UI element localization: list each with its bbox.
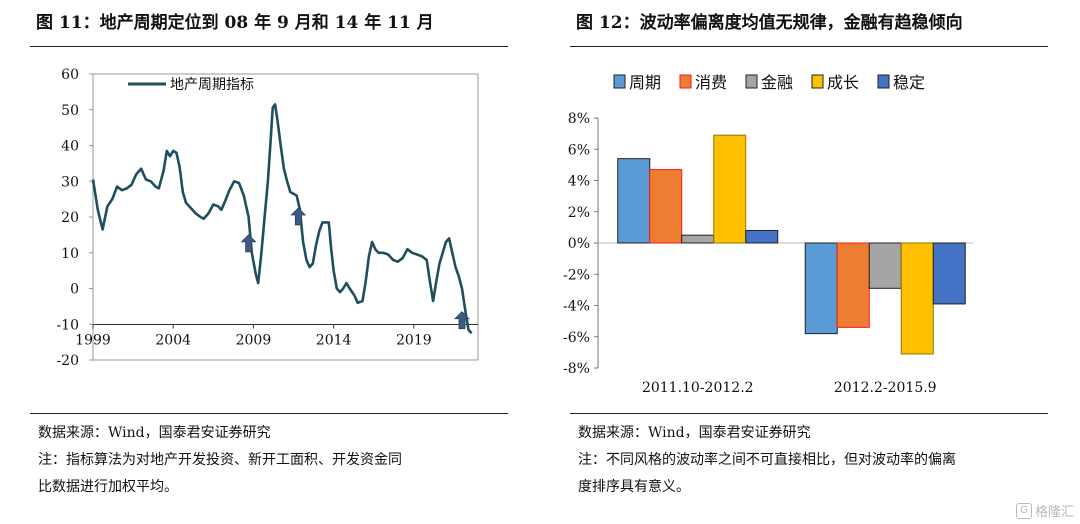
y-tick-label: 2% [568, 205, 590, 221]
up-arrow-icon [453, 311, 470, 330]
bar [649, 169, 683, 244]
line-chart: 60 50 40 30 20 10 0 -10 -20 1999 2004 2009 2014 2019 地… [56, 67, 479, 369]
category-label: 2011.10-2012.2 [642, 380, 754, 396]
figure-12-note-line-2: 度排序具有意义。 [578, 479, 690, 495]
figure-12-notes: 数据来源：Wind，国泰君安证券研究 注：不同风格的波动率之间不可直接相比，但对… [578, 420, 1048, 501]
figure-11-note-line-2: 比数据进行加权平均。 [38, 479, 178, 495]
watermark-text: 格隆汇 [1034, 505, 1074, 520]
y-tick-label: 10 [61, 246, 79, 262]
figure-12-source: 数据来源：Wind，国泰君安证券研究 [578, 425, 811, 441]
bar [804, 242, 838, 335]
legend-swatch [613, 74, 626, 89]
figure-11-note-line-1: 注：指标算法为对地产开发投资、新开工面积、开发资金同 [38, 452, 402, 468]
watermark-logo-icon: G [1015, 502, 1032, 519]
category-label: 2012.2-2015.9 [834, 380, 937, 396]
figure-12-panel: 图 12：波动率偏离度均值无规律，金融有趋稳倾向 8% 6% 4% 2% 0% -2% -4… [540, 0, 1080, 524]
y-tick-label: -2% [563, 267, 590, 283]
figure-12-top-rule [570, 46, 1048, 47]
y-tick-label: 4% [568, 174, 590, 190]
figure-12-bottom-rule [570, 413, 1048, 414]
y-tick-label: -4% [563, 299, 590, 315]
y-tick-label: 60 [61, 67, 79, 83]
series-line [91, 103, 473, 335]
plot-area-frame [92, 73, 479, 361]
legend-label: 地产周期指标 [170, 77, 254, 93]
up-arrow-icon [290, 207, 307, 226]
figure-12-title: 图 12：波动率偏离度均值无规律，金融有趋稳倾向 [576, 13, 963, 33]
bar [713, 134, 747, 244]
x-tick-label: 2009 [236, 333, 272, 349]
figure-12-note-line-1: 注：不同风格的波动率之间不可直接相比，但对波动率的偏离 [578, 452, 956, 468]
bar [681, 234, 715, 244]
y-tick-label: 50 [61, 103, 79, 119]
figure-11-bottom-rule [30, 413, 508, 414]
bar-chart: 8% 6% 4% 2% 0% -2% -4% -6% -8% 2011.10-2012.2 2012… [563, 73, 973, 396]
y-tick-label: 6% [568, 142, 590, 158]
y-tick-label: 40 [61, 139, 79, 155]
up-arrow-icon [240, 234, 257, 253]
x-tick-label: 2014 [316, 333, 352, 349]
x-tick-label: 2019 [396, 333, 432, 349]
x-tick-label: 1999 [75, 333, 111, 349]
y-tick-label: 20 [61, 210, 79, 226]
figure-11-top-rule [30, 46, 508, 47]
bar [900, 242, 934, 355]
bar [836, 242, 870, 328]
bar [617, 158, 651, 244]
y-tick-label: 0% [568, 236, 590, 252]
legend-label: 金融 [761, 73, 793, 92]
y-tick-label: 8% [568, 111, 590, 127]
watermark: G 格隆汇 [1015, 501, 1074, 520]
figure-11-title: 图 11：地产周期定位到 08 年 9 月和 14 年 11 月 [36, 13, 434, 33]
bar [745, 230, 779, 244]
y-tick-label: -20 [56, 353, 79, 369]
figure-11-notes: 数据来源：Wind，国泰君安证券研究 注：指标算法为对地产开发投资、新开工面积、… [38, 420, 508, 501]
y-tick-label: 0 [70, 282, 79, 298]
figure-11-source: 数据来源：Wind，国泰君安证券研究 [38, 425, 271, 441]
legend-label: 成长 [827, 73, 859, 92]
bar [932, 242, 966, 305]
legend-swatch [745, 74, 758, 89]
y-tick-label: -10 [56, 317, 79, 333]
legend-swatch [679, 74, 692, 89]
y-tick-label: 30 [61, 174, 79, 190]
x-tick-label: 2004 [155, 333, 191, 349]
figure-11-panel: 图 11：地产周期定位到 08 年 9 月和 14 年 11 月 60 50 40 3… [30, 13, 508, 501]
legend-swatch [877, 74, 890, 89]
legend-label: 消费 [695, 73, 727, 92]
y-tick-label: -8% [563, 361, 590, 377]
legend-swatch [811, 74, 824, 89]
y-tick-label: -6% [563, 330, 590, 346]
legend-label: 周期 [629, 73, 661, 92]
bar [868, 242, 902, 289]
legend-label: 稳定 [893, 73, 925, 92]
